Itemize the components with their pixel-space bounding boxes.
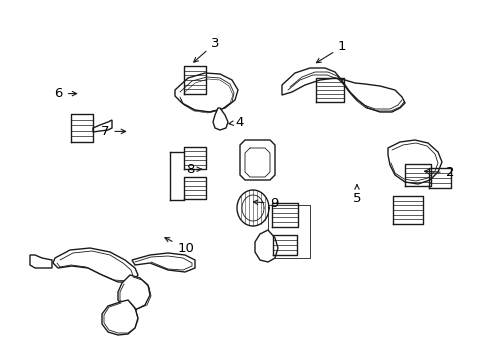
Polygon shape	[213, 108, 227, 130]
Polygon shape	[118, 275, 150, 310]
Polygon shape	[240, 140, 274, 180]
Text: 5: 5	[352, 185, 361, 204]
Text: 1: 1	[316, 40, 346, 63]
Polygon shape	[387, 140, 441, 184]
Text: 7: 7	[101, 125, 125, 138]
Polygon shape	[175, 73, 238, 112]
Polygon shape	[254, 230, 278, 262]
Polygon shape	[132, 253, 195, 272]
Polygon shape	[30, 255, 52, 268]
Text: 8: 8	[186, 163, 201, 176]
Text: 3: 3	[193, 37, 219, 62]
Text: 10: 10	[164, 238, 194, 255]
Text: 6: 6	[54, 87, 77, 100]
Polygon shape	[53, 248, 138, 282]
Polygon shape	[93, 120, 112, 132]
Polygon shape	[282, 68, 404, 112]
Text: 4: 4	[228, 116, 244, 129]
Text: 2: 2	[424, 166, 453, 179]
Text: 9: 9	[253, 197, 278, 210]
Polygon shape	[102, 300, 138, 335]
